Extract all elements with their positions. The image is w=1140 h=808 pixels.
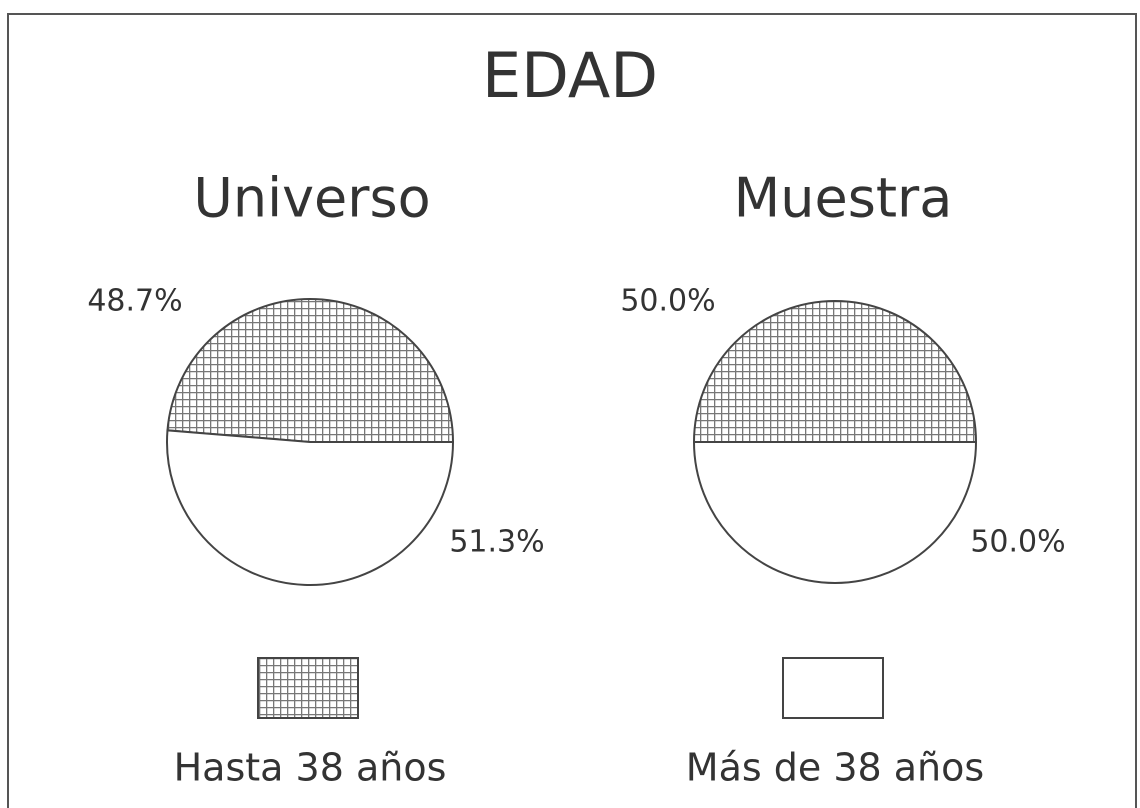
- legend-label: Hasta 38 años: [174, 746, 447, 790]
- main-title: EDAD: [482, 39, 658, 112]
- legend-label: Más de 38 años: [686, 746, 984, 790]
- legend-swatch: [782, 657, 884, 719]
- pie-title: Universo: [193, 167, 430, 230]
- legend-swatch: [257, 657, 359, 719]
- slice-label: 50.0%: [970, 525, 1065, 560]
- pie-title: Muestra: [734, 167, 953, 230]
- slice-label: 48.7%: [87, 284, 182, 319]
- pie-slice: [166, 429, 455, 586]
- slice-label: 50.0%: [620, 284, 715, 319]
- frame: [7, 13, 1137, 808]
- slice-label: 51.3%: [449, 525, 544, 560]
- pie-slice: [166, 298, 455, 443]
- pie-slice: [692, 300, 978, 443]
- pie-slice: [692, 441, 978, 584]
